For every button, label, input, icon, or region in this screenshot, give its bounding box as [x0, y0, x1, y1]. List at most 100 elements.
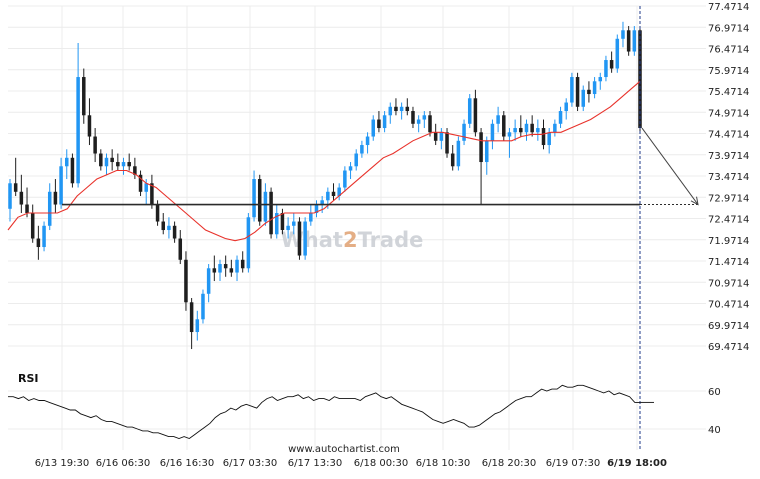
candle-body	[286, 225, 290, 231]
price-tick-label: 70.9714	[708, 278, 749, 289]
price-tick-label: 75.9714	[708, 66, 749, 77]
price-tick-label: 72.9714	[708, 193, 749, 204]
time-tick-label: 6/17 13:30	[288, 458, 342, 469]
candle-body	[536, 128, 540, 133]
candle-body	[229, 268, 234, 273]
candle-body	[104, 157, 109, 167]
candle-body	[184, 259, 188, 303]
candle-body	[93, 136, 97, 154]
price-tick-label: 77.4714	[708, 2, 749, 13]
candle-body	[411, 111, 415, 124]
candle-body	[615, 38, 620, 69]
candle-body	[519, 128, 523, 133]
candle-body	[195, 319, 200, 333]
candle-body	[280, 213, 285, 231]
candle-body	[439, 132, 444, 141]
candle-body	[150, 183, 154, 205]
candle-body	[252, 179, 256, 218]
candle-body	[309, 213, 313, 222]
candle-body	[47, 191, 52, 226]
candle-body	[377, 119, 381, 129]
candle-body	[76, 77, 80, 184]
footer-source[interactable]: www.autochartist.com	[288, 444, 400, 455]
price-tick-label: 71.9714	[708, 236, 749, 247]
time-tick-label: 6/16 06:30	[96, 458, 150, 469]
candle-body	[598, 77, 603, 82]
rsi-level-label: 60	[708, 387, 721, 398]
candle-body	[524, 123, 529, 133]
price-tick-label: 71.4714	[708, 257, 749, 268]
forecast-arrow	[639, 6, 699, 450]
time-tick-label: 6/18 20:30	[482, 458, 536, 469]
candle-body	[13, 183, 18, 192]
candle-body	[223, 264, 228, 269]
price-tick-label: 74.9714	[708, 108, 749, 119]
candle-body	[405, 106, 410, 112]
candle-body	[507, 132, 512, 137]
time-tick-label: 6/13 19:30	[35, 458, 89, 469]
candle-body	[575, 77, 580, 107]
time-tick-label: 6/18 10:30	[416, 458, 470, 469]
candle-body	[246, 217, 251, 269]
candle-body	[116, 162, 120, 167]
candle-body	[422, 115, 427, 120]
candle-body	[201, 293, 205, 320]
time-axis: 6/13 19:30 6/16 06:30 6/16 16:30 6/17 03:30…	[35, 458, 667, 469]
candle-body	[638, 30, 642, 129]
candle-body	[462, 123, 466, 141]
candle-body	[547, 132, 551, 146]
candle-body	[172, 225, 177, 239]
candle-body	[530, 123, 534, 133]
candle-body	[133, 166, 137, 175]
candle-body	[371, 119, 376, 137]
candle-body	[121, 162, 126, 167]
candle-body	[416, 119, 421, 124]
candle-body	[99, 153, 103, 167]
price-tick-label: 76.9714	[708, 23, 749, 34]
candle-body	[587, 89, 591, 95]
candle-body	[8, 183, 12, 209]
candle-body	[212, 268, 217, 273]
candle-body	[292, 221, 296, 226]
candle-body	[263, 191, 268, 222]
candle-body	[19, 191, 24, 205]
candle-body	[155, 204, 160, 222]
candle-body	[144, 183, 148, 192]
candle-body	[354, 153, 358, 167]
grid	[8, 5, 706, 450]
candle-body	[314, 204, 319, 214]
candle-body	[64, 157, 69, 167]
candle-body	[257, 179, 262, 222]
candle-body	[445, 132, 449, 154]
candle-body	[394, 106, 398, 112]
candle-body	[303, 221, 307, 256]
price-tick-label: 70.4714	[708, 300, 749, 311]
candle-body	[82, 77, 86, 116]
candle-body	[604, 60, 608, 78]
candle-body	[167, 225, 171, 231]
time-tick-label: 6/19 07:30	[546, 458, 600, 469]
price-tick-label: 73.4714	[708, 172, 749, 183]
candle-body	[59, 166, 63, 205]
candle-body	[331, 191, 336, 197]
candle-body	[388, 106, 393, 116]
time-tick-label: 6/19 18:00	[607, 458, 667, 469]
candle-body	[178, 238, 183, 260]
candle-body	[70, 157, 75, 184]
candle-body	[479, 132, 483, 163]
candle-body	[138, 174, 143, 192]
candle-body	[490, 123, 495, 141]
candle-body	[161, 221, 166, 231]
candle-body	[456, 140, 461, 167]
candle-body	[297, 221, 302, 256]
candle-body	[496, 115, 500, 124]
candle-body	[240, 259, 245, 269]
candle-body	[581, 89, 586, 107]
candle-body	[399, 106, 404, 112]
candle-body	[53, 191, 58, 205]
candle-body	[274, 213, 279, 235]
moving-average-line	[7, 80, 641, 242]
candle-body	[502, 115, 506, 137]
